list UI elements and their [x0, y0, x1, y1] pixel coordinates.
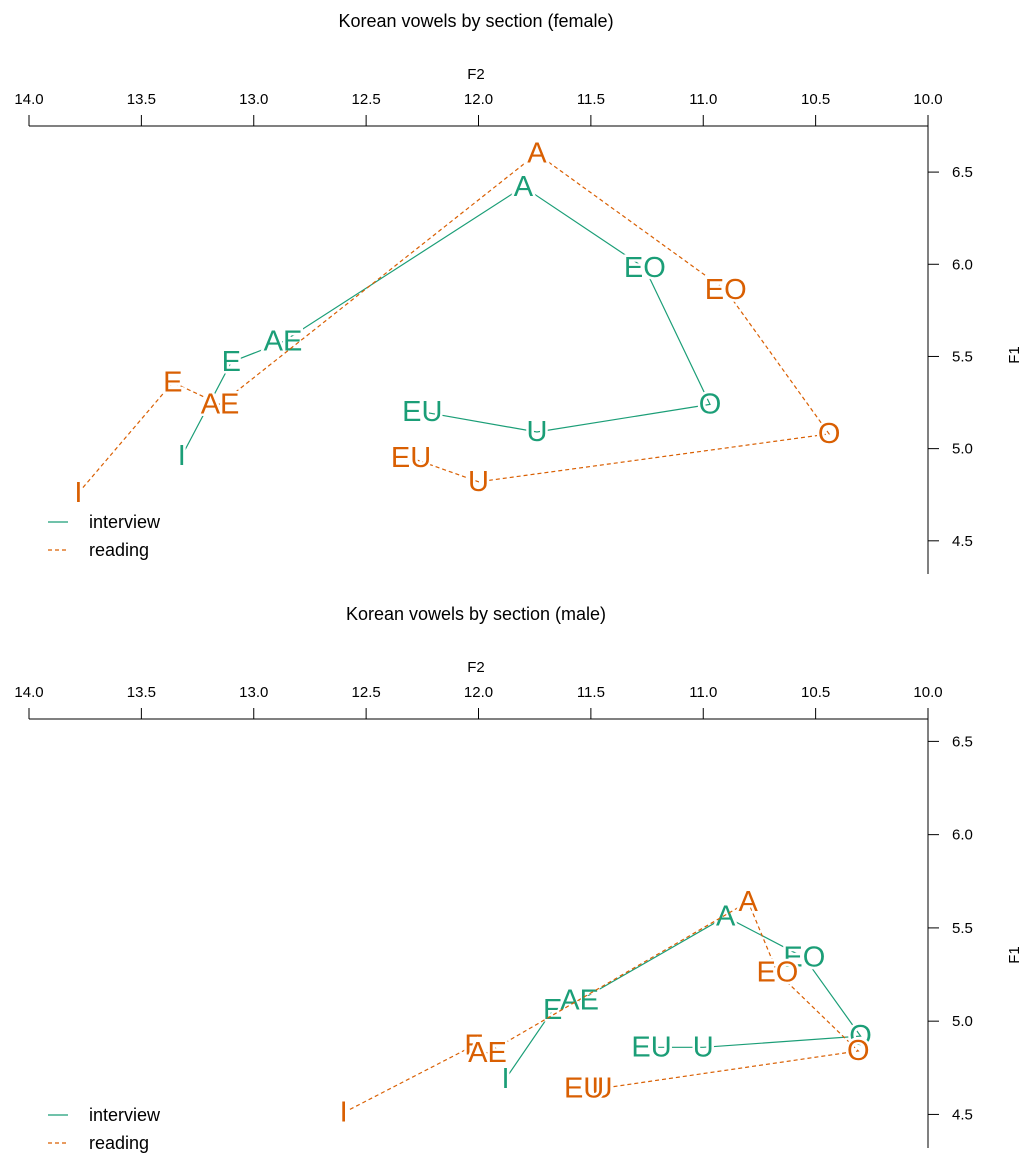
x-tick-label: 10.5 [801, 91, 830, 108]
x-tick-label: 13.0 [239, 91, 268, 108]
y-axis-label: F1 [1006, 946, 1023, 964]
vowel-label: U [468, 466, 489, 498]
x-tick-label: 12.0 [464, 91, 493, 108]
vowel-label: O [699, 388, 722, 420]
legend-label-reading: reading [89, 1133, 149, 1153]
y-tick-label: 6.5 [952, 164, 973, 181]
vowel-label: A [739, 886, 759, 918]
vowel-label: O [849, 1020, 872, 1052]
vowel-label: I [501, 1063, 509, 1095]
x-tick-label: 12.0 [464, 684, 493, 701]
x-tick-label: 11.5 [577, 91, 605, 108]
x-tick-label: 11.0 [689, 91, 717, 108]
vowel-label: EO [756, 957, 798, 989]
legend-label-interview: interview [89, 1105, 161, 1125]
vowel-label: U [592, 1072, 613, 1104]
vowel-label: O [847, 1035, 870, 1067]
vowel-label: A [527, 138, 547, 170]
y-tick-label: 5.0 [952, 441, 973, 458]
vowel-label: EU [402, 396, 442, 428]
y-tick-label: 6.5 [952, 733, 973, 750]
y-tick-label: 6.0 [952, 256, 973, 273]
series-interview: I E AE A EO O U EU [175, 168, 723, 474]
y-tick-label: 4.5 [952, 533, 973, 550]
y-tick-label: 4.5 [952, 1106, 973, 1123]
chart-title: Korean vowels by section (male) [346, 604, 606, 624]
chart-title: Korean vowels by section (female) [338, 11, 613, 31]
vowel-label: EU [564, 1072, 604, 1104]
vowel-label: E [163, 366, 182, 398]
vowel-label: I [74, 477, 82, 509]
y-axis-label: F1 [1006, 346, 1023, 364]
legend-label-reading: reading [89, 540, 149, 560]
vowel-label: EO [705, 274, 747, 306]
series-line-reading [77, 152, 831, 494]
x-tick-label: 10.5 [801, 684, 830, 701]
x-tick-label: 12.5 [352, 684, 381, 701]
x-axis-label: F2 [467, 66, 485, 83]
vowel-label: EU [631, 1031, 671, 1063]
x-tick-label: 14.0 [14, 684, 43, 701]
series-line-reading [343, 900, 860, 1114]
vowel-label: I [178, 440, 186, 472]
y-tick-label: 6.0 [952, 827, 973, 844]
vowel-label: EO [783, 942, 825, 974]
vowel-label: EO [624, 252, 666, 284]
legend: interview reading [48, 1105, 161, 1153]
vowel-label: EU [391, 442, 431, 474]
vowel-label: U [693, 1031, 714, 1063]
vowel-label: A [514, 171, 534, 203]
vowel-label: U [526, 416, 547, 448]
y-tick-label: 5.5 [952, 920, 973, 937]
vowel-label: E [222, 346, 241, 378]
vowel-label: I [340, 1097, 348, 1129]
x-tick-label: 13.5 [127, 684, 156, 701]
x-tick-label: 14.0 [14, 91, 43, 108]
chart-panel-male: Korean vowels by section (male) F2 14.0 13.… [14, 604, 1023, 1153]
legend: interview reading [48, 512, 161, 560]
x-axis-label: F2 [467, 659, 485, 676]
x-tick-label: 10.0 [913, 91, 942, 108]
x-tick-label: 10.0 [913, 684, 942, 701]
x-axis: 14.0 13.5 13.0 12.5 12.0 11.5 11.0 10.5 10.0 [14, 91, 943, 127]
vowel-label: AE [201, 388, 240, 420]
x-tick-label: 12.5 [352, 91, 381, 108]
x-tick-label: 13.5 [127, 91, 156, 108]
x-axis: 14.0 13.5 13.0 12.5 12.0 11.5 11.0 10.5 10.0 [14, 684, 943, 720]
x-tick-label: 13.0 [239, 684, 268, 701]
y-tick-label: 5.0 [952, 1013, 973, 1030]
series-line-interview [505, 916, 862, 1080]
x-tick-label: 11.0 [689, 684, 717, 701]
vowel-label: E [464, 1029, 483, 1061]
y-axis: 4.5 5.0 5.5 6.0 6.5 F1 [927, 126, 1023, 574]
vowel-label: AE [560, 985, 599, 1017]
vowel-label: A [716, 901, 736, 933]
x-tick-label: 11.5 [577, 684, 605, 701]
series-line-interview [181, 186, 711, 457]
legend-label-interview: interview [89, 512, 161, 532]
vowel-label: AE [468, 1037, 507, 1069]
y-tick-label: 5.5 [952, 348, 973, 365]
vowel-label: O [818, 418, 841, 450]
vowel-label: AE [264, 326, 303, 358]
y-axis: 4.5 5.0 5.5 6.0 6.5 F1 [927, 719, 1023, 1148]
